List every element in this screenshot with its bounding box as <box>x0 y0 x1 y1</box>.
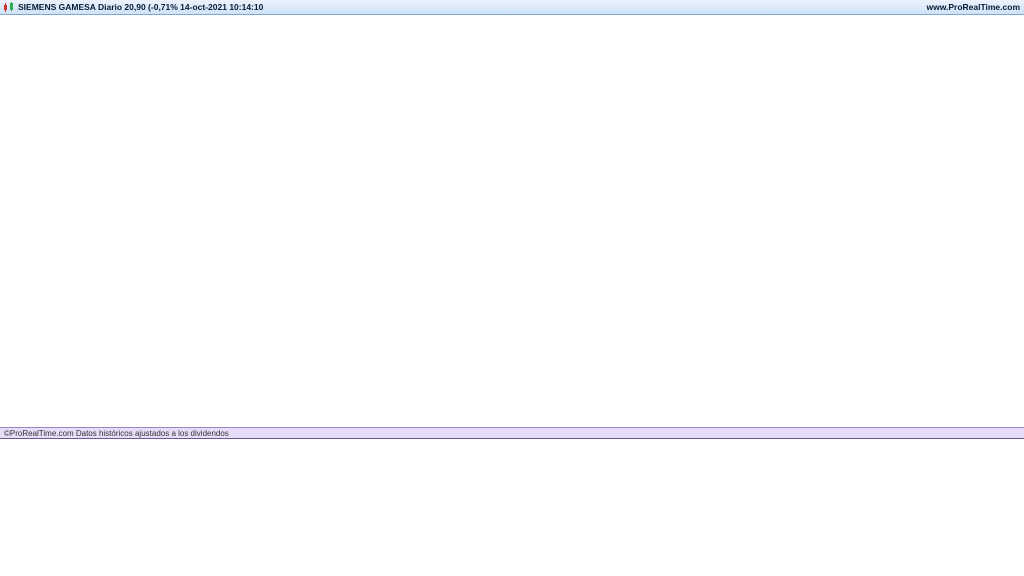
footer-note: ©ProRealTime.com Datos históricos ajusta… <box>0 427 1024 439</box>
title-bar: SIEMENS GAMESA Diario 20,90 (-0,71% 14-o… <box>0 0 1024 15</box>
website-link[interactable]: www.ProRealTime.com <box>926 2 1020 12</box>
chart-title: SIEMENS GAMESA Diario 20,90 (-0,71% 14-o… <box>18 2 264 12</box>
candlestick-icon <box>3 2 16 16</box>
